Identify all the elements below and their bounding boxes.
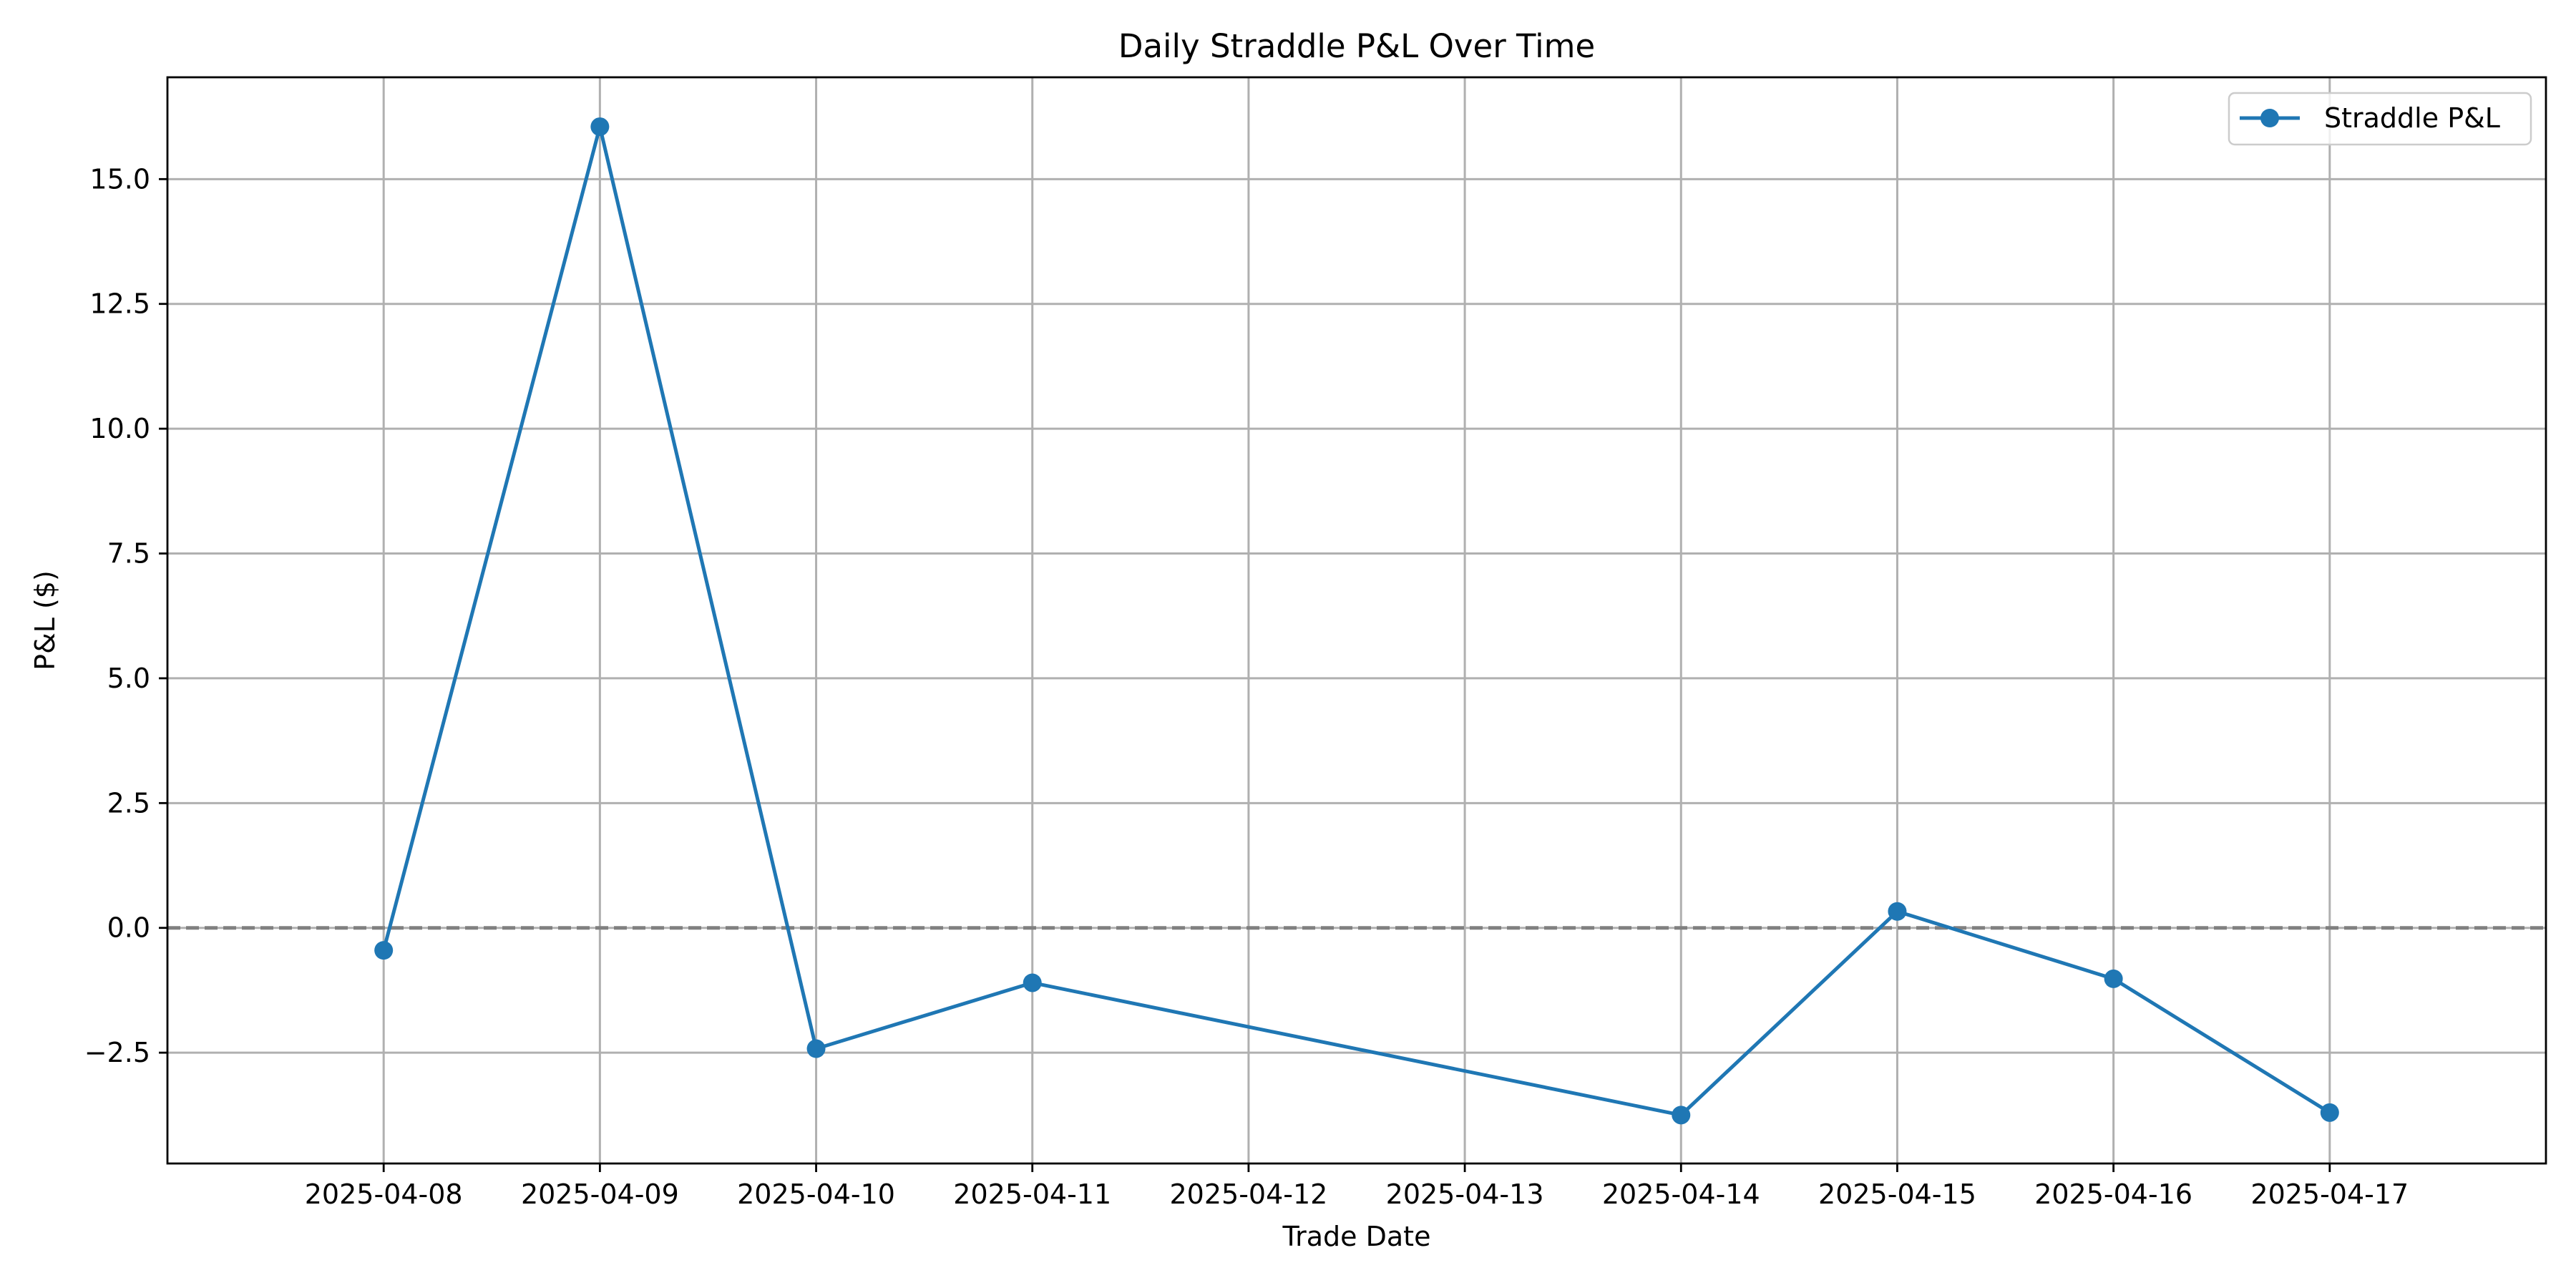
y-tick-label: 0.0 <box>107 912 150 944</box>
y-tick-label: 5.0 <box>107 663 150 694</box>
x-tick-label: 2025-04-11 <box>953 1179 1111 1210</box>
legend-box <box>2228 92 2532 146</box>
x-tick-label: 2025-04-10 <box>737 1179 895 1210</box>
data-point <box>590 117 610 137</box>
plot-area-frame <box>166 76 2547 1165</box>
y-tick-label: 2.5 <box>107 787 150 819</box>
chart-title: Daily Straddle P&L Over Time <box>1118 27 1595 65</box>
y-tick-label: 7.5 <box>107 538 150 570</box>
series-layer <box>374 117 2339 1125</box>
x-tick-label: 2025-04-13 <box>1386 1179 1544 1210</box>
y-tick-label: −2.5 <box>84 1037 150 1068</box>
data-point <box>1672 1106 1691 1125</box>
y-tick-label: 15.0 <box>89 163 150 195</box>
series-line <box>381 125 2331 1117</box>
data-point <box>2320 1103 2339 1122</box>
x-tick-label: 2025-04-15 <box>1818 1179 1976 1210</box>
x-tick-label: 2025-04-17 <box>2250 1179 2409 1210</box>
data-point <box>2104 969 2123 988</box>
data-point <box>374 941 394 960</box>
legend-label: Straddle P&L <box>2324 102 2500 134</box>
legend-marker-swatch <box>2260 109 2279 127</box>
data-point <box>1023 973 1042 992</box>
x-axis-ticks: 2025-04-08 2025-04-09 2025-04-10 2025-04-11… <box>305 1163 2409 1210</box>
data-point <box>1888 902 1907 921</box>
x-tick-label: 2025-04-16 <box>2034 1179 2192 1210</box>
legend: Straddle P&L <box>2228 92 2532 146</box>
x-tick-label: 2025-04-14 <box>1602 1179 1760 1210</box>
y-axis-label: P&L ($) <box>29 570 61 670</box>
y-tick-label: 10.0 <box>89 413 150 444</box>
data-point <box>806 1039 826 1058</box>
y-tick-label: 12.5 <box>89 288 150 320</box>
y-axis-ticks: −2.5 0.0 2.5 5.0 7.5 10.0 12.5 15.0 <box>84 163 167 1068</box>
x-axis-label: Trade Date <box>1282 1221 1431 1252</box>
x-tick-label: 2025-04-09 <box>521 1179 679 1210</box>
x-tick-label: 2025-04-12 <box>1169 1179 1327 1210</box>
x-tick-label: 2025-04-08 <box>305 1179 463 1210</box>
